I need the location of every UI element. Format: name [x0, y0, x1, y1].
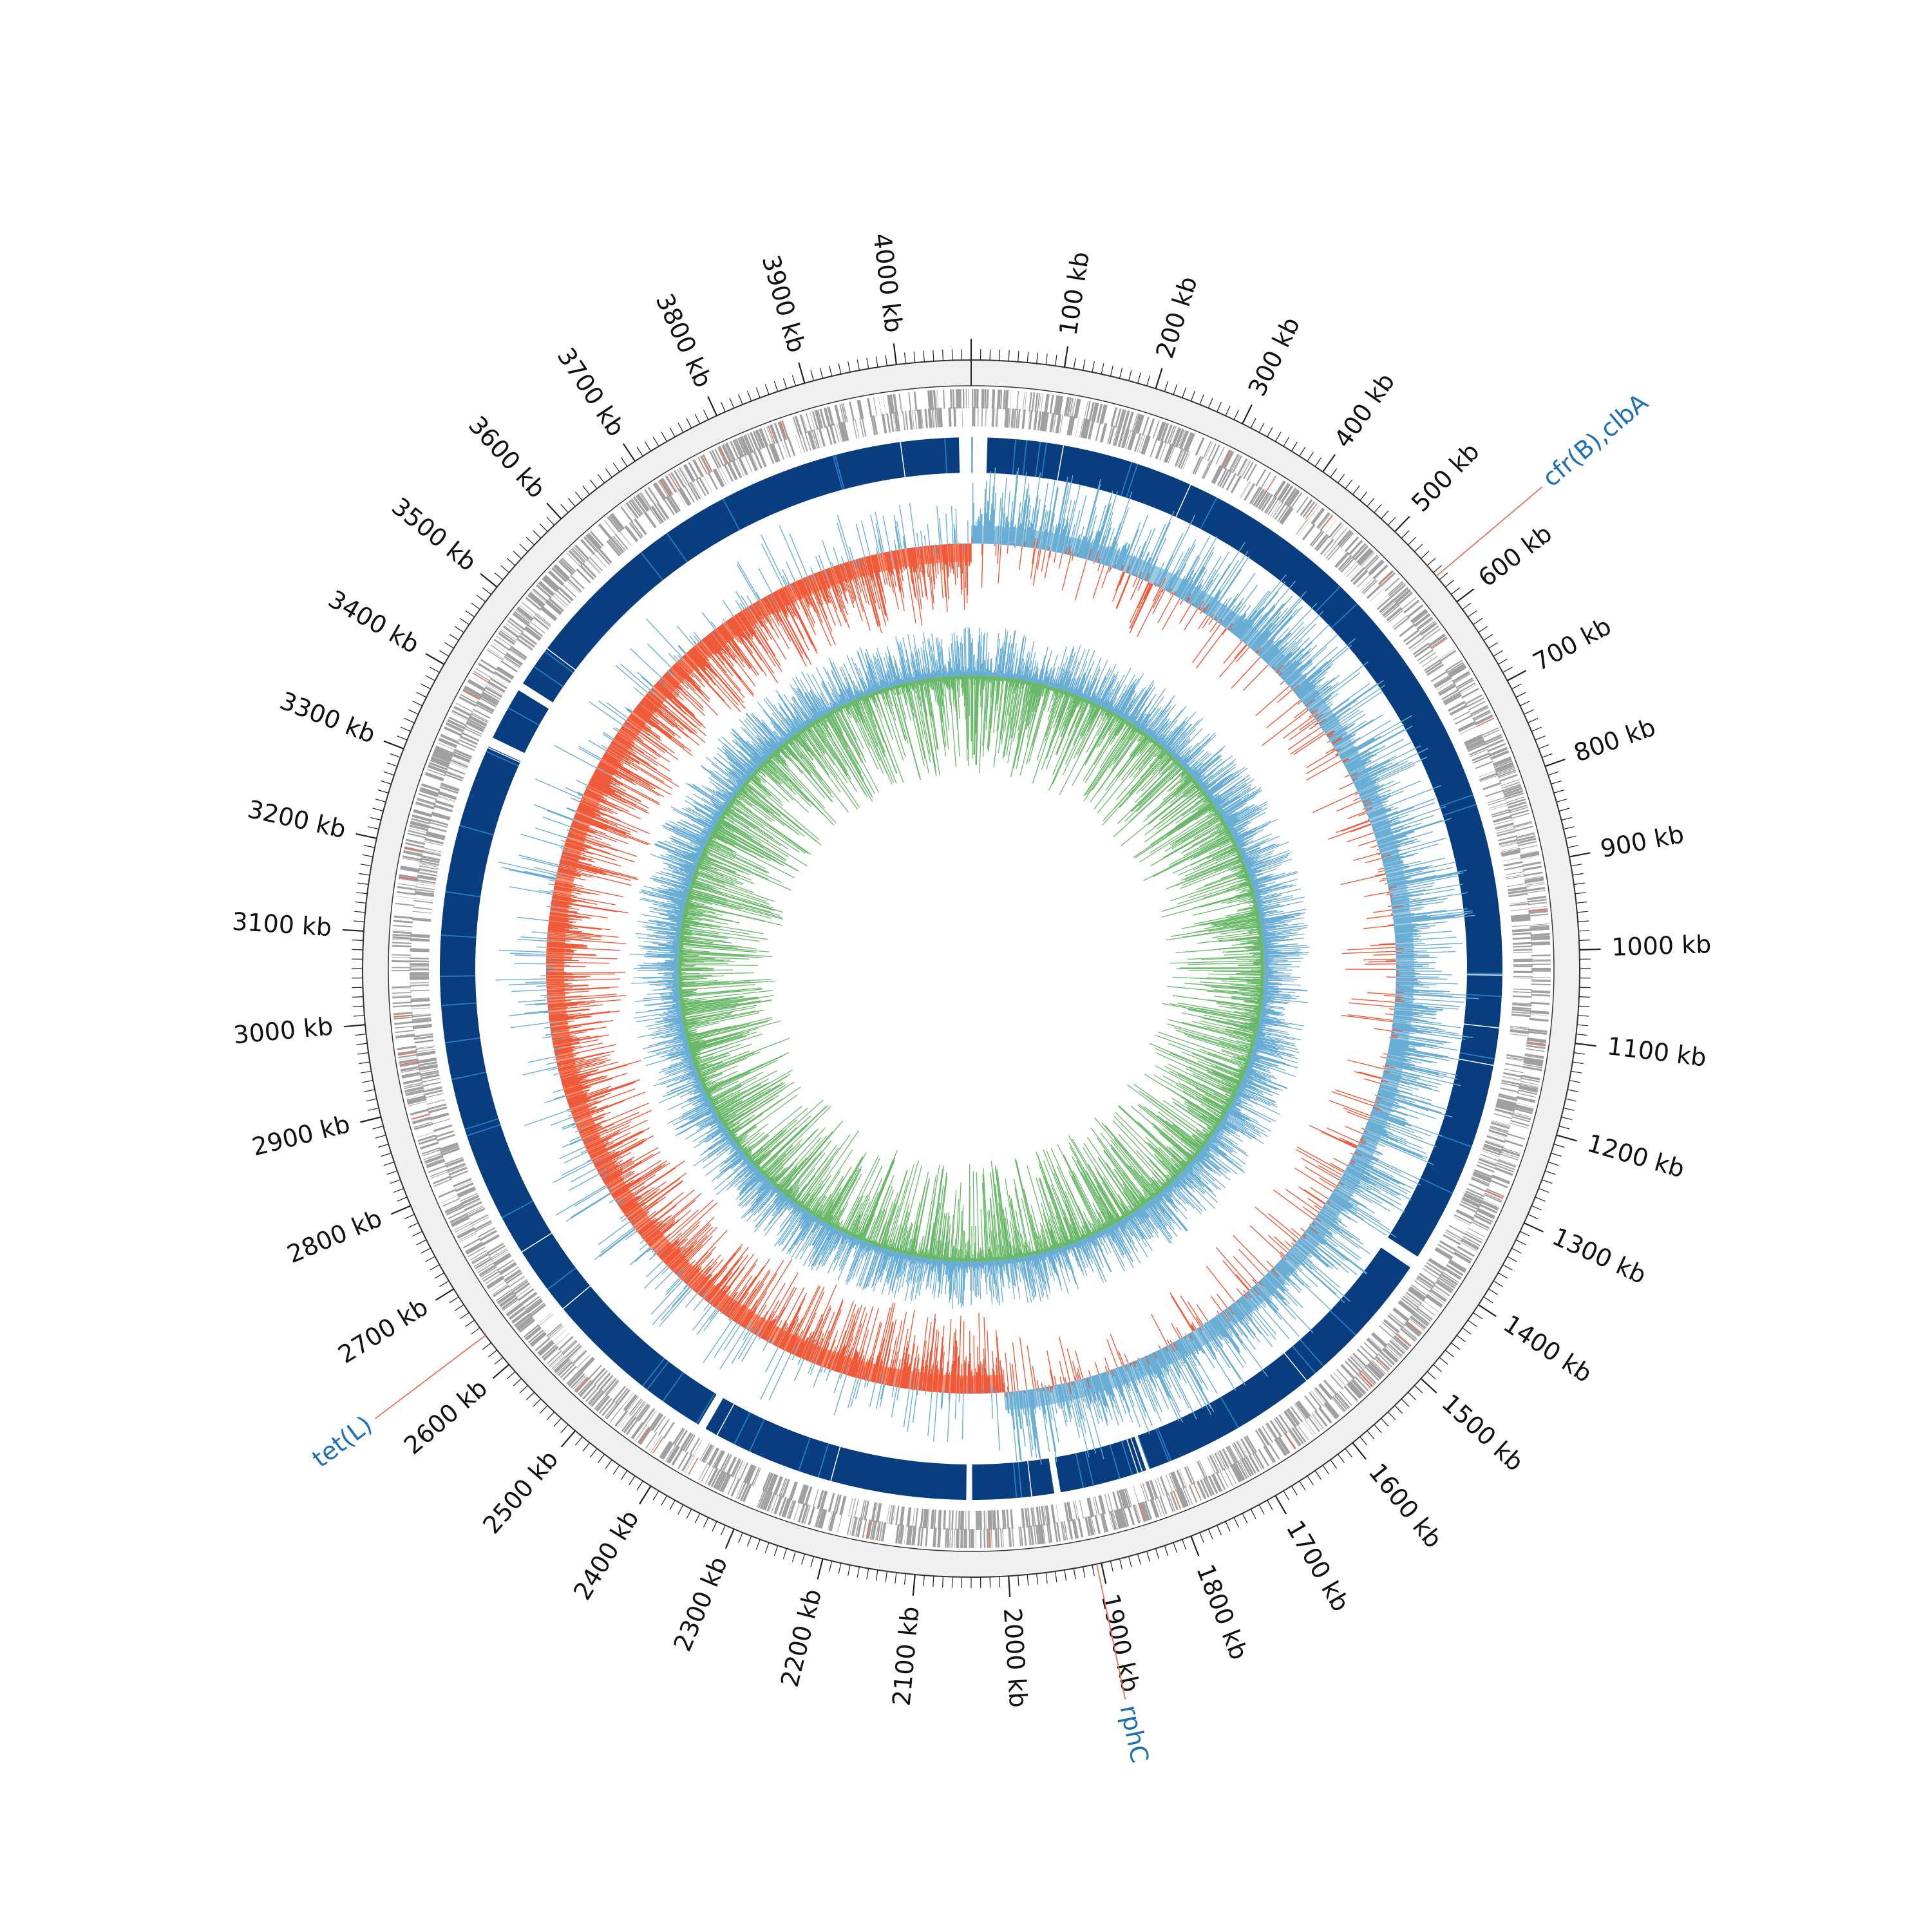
- tick-label: 1300 kb: [1548, 1222, 1651, 1290]
- tick-label: 500 kb: [1406, 437, 1485, 517]
- tick-label: 900 kb: [1598, 820, 1687, 863]
- tick-label: 2900 kb: [249, 1110, 353, 1161]
- tick-label: 1100 kb: [1605, 1032, 1708, 1072]
- tick-label: 3700 kb: [552, 343, 630, 441]
- tick-label: 2700 kb: [333, 1293, 433, 1369]
- tick-label: 1200 kb: [1584, 1129, 1688, 1184]
- contig-track: [440, 437, 1502, 1500]
- gene-annotation-label: cfr(B),clbA: [1537, 388, 1654, 492]
- gene-annotation-label: tet(L): [307, 1410, 378, 1473]
- tick-label: 3800 kb: [650, 289, 718, 392]
- tick-label: 3600 kb: [463, 411, 551, 504]
- tick-label: 2100 kb: [887, 1605, 925, 1707]
- gc-skew-track: [495, 467, 1479, 1465]
- ruler-ticks: [342, 339, 1601, 1598]
- tick-label: 300 kb: [1243, 312, 1306, 401]
- gc-skew-positive-signal: [495, 467, 1479, 1465]
- tick-label: 2400 kb: [568, 1505, 645, 1605]
- gene-annotation-label: rphC: [1114, 1703, 1154, 1766]
- tick-label: 2600 kb: [399, 1374, 493, 1460]
- contig-segment: [986, 437, 1502, 1257]
- gc-content-track: [629, 627, 1311, 1310]
- annotation-leader-line: [1435, 486, 1543, 577]
- tick-label: 2800 kb: [283, 1204, 386, 1269]
- tick-label: 600 kb: [1473, 519, 1557, 592]
- tick-label: 1600 kb: [1363, 1458, 1448, 1553]
- tick-label: 3300 kb: [276, 687, 379, 749]
- gc-content-below-signal: [677, 675, 1265, 1262]
- tick-label: 1500 kb: [1436, 1388, 1529, 1477]
- tick-label: 100 kb: [1054, 250, 1095, 337]
- tick-label: 700 kb: [1528, 612, 1616, 677]
- tick-label: 2300 kb: [668, 1553, 733, 1656]
- tick-label: 1400 kb: [1499, 1309, 1597, 1388]
- contig-segment: [971, 1458, 1055, 1500]
- contig-segment: [522, 437, 960, 703]
- contig-segment: [440, 746, 717, 1425]
- major-ticks: [342, 339, 1601, 1598]
- tick-label: 3500 kb: [386, 492, 482, 576]
- contig-segment: [705, 1397, 967, 1500]
- tick-label: 1000 kb: [1611, 930, 1712, 961]
- tick-label: 3100 kb: [231, 907, 332, 942]
- contig-segment: [493, 690, 549, 753]
- tick-label: 3900 kb: [757, 252, 811, 355]
- minor-ticks: [352, 349, 1591, 1588]
- tick-label: 2000 kb: [998, 1607, 1032, 1709]
- tick-label: 1700 kb: [1281, 1515, 1356, 1616]
- annotation-leader-line: [374, 1334, 486, 1419]
- tick-label: 2500 kb: [477, 1445, 564, 1539]
- tick-label: 4000 kb: [867, 232, 908, 334]
- tick-label: 800 kb: [1570, 713, 1659, 768]
- tick-label: 200 kb: [1150, 273, 1203, 362]
- tick-label: 1800 kb: [1191, 1560, 1253, 1663]
- tick-label: 400 kb: [1329, 368, 1400, 453]
- annotation-leader-line: [1096, 1564, 1126, 1700]
- tick-label: 2200 kb: [775, 1586, 827, 1690]
- gc-content-above-signal: [629, 627, 1311, 1310]
- tick-label: 3400 kb: [323, 585, 424, 659]
- contig-segment: [1137, 1247, 1411, 1470]
- tick-label: 3000 kb: [232, 1012, 334, 1049]
- gc-skew-negative-signal: [545, 537, 1405, 1397]
- tick-label: 3200 kb: [245, 795, 348, 844]
- contig-segment: [1054, 1437, 1146, 1493]
